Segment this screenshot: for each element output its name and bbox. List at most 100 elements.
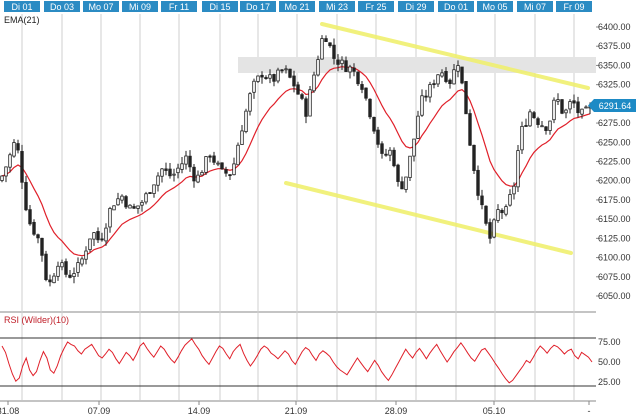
rsi-tick-label: 50.00 <box>598 357 621 367</box>
price-tick-label: 6375.00 <box>598 41 631 51</box>
candle-body <box>516 150 520 188</box>
candle-body <box>320 38 324 60</box>
date-label: Mi 23 <box>326 2 348 12</box>
date-chip <box>358 1 394 12</box>
candle-body <box>436 74 440 85</box>
candle-body <box>456 65 460 72</box>
candle-body <box>136 205 140 209</box>
candle-body <box>552 99 556 121</box>
date-label: Fr 11 <box>169 2 189 12</box>
price-tick-label: 6250.00 <box>598 137 631 147</box>
date-label: Mo 05 <box>482 2 507 12</box>
candle-body <box>208 155 212 158</box>
candle-body <box>248 93 252 112</box>
candle-body <box>304 98 308 117</box>
channel-line-upper <box>320 22 590 90</box>
candle-body <box>276 69 280 82</box>
candle-body <box>336 59 340 65</box>
candle-body <box>380 143 384 154</box>
candle-body <box>432 83 436 86</box>
candle-body <box>56 265 60 277</box>
candle-body <box>76 262 80 273</box>
candle-body <box>100 238 104 241</box>
candle-body <box>348 66 352 73</box>
date-label: Do 01 <box>444 2 468 12</box>
price-tick-label: 6200.00 <box>598 176 631 186</box>
candle-body <box>16 143 20 151</box>
candle-body <box>192 166 196 182</box>
candle-body <box>156 175 160 186</box>
candle-body <box>8 154 12 168</box>
price-tick-label: 6100.00 <box>598 253 631 263</box>
date-label: Mo 07 <box>88 2 113 12</box>
date-chip <box>319 1 355 12</box>
candle-body <box>496 209 500 221</box>
candle-body <box>376 129 380 145</box>
date-chip <box>44 1 80 12</box>
candle-body <box>444 70 448 82</box>
candle-body <box>196 174 200 183</box>
candle-body <box>528 111 532 127</box>
candle-body <box>96 231 100 241</box>
x-tick-label: 31.08 <box>0 406 19 416</box>
candle-body <box>272 74 276 82</box>
candle-body <box>128 204 132 209</box>
candle-body <box>576 101 580 114</box>
resistance-band <box>238 57 596 73</box>
rsi-line <box>1 338 593 384</box>
candle-body <box>120 195 124 201</box>
candle-body <box>24 182 28 211</box>
candle-body <box>364 87 368 99</box>
price-tick-label: 6275.00 <box>598 118 631 128</box>
candle-body <box>0 175 4 181</box>
x-tick-label: 05.10 <box>483 406 506 416</box>
candle-body <box>132 206 136 209</box>
candle-body <box>448 79 452 84</box>
date-label: Do 17 <box>246 2 270 12</box>
candle-body <box>476 169 480 196</box>
date-label: Di 15 <box>209 2 230 12</box>
candle-body <box>536 118 540 125</box>
candle-body <box>524 125 528 127</box>
candle-body <box>312 74 316 92</box>
price-tick-label: 6150.00 <box>598 214 631 224</box>
candle-body <box>228 174 232 177</box>
x-tick-label: - <box>588 406 591 416</box>
date-chip <box>438 1 474 12</box>
candle-body <box>468 113 472 146</box>
candle-body <box>292 75 296 87</box>
candle-body <box>424 95 428 98</box>
date-label: Do 03 <box>50 2 74 12</box>
rsi-tick-label: 75.00 <box>598 337 621 347</box>
candle-body <box>256 75 260 82</box>
candle-body <box>232 163 236 176</box>
candle-body <box>44 253 48 280</box>
candle-body <box>404 176 408 190</box>
last-price-tag <box>594 99 636 112</box>
candle-body <box>540 125 544 128</box>
date-chip <box>398 1 434 12</box>
candle-body <box>280 69 284 72</box>
candle-body <box>340 59 344 65</box>
candle-body <box>560 99 564 114</box>
rsi-label: RSI (Wilder)(10) <box>4 315 69 325</box>
candle-body <box>20 151 24 183</box>
ema-line <box>1 65 591 257</box>
candle-body <box>52 275 56 284</box>
candle-body <box>508 194 512 206</box>
candle-body <box>224 169 228 174</box>
candle-body <box>388 149 392 156</box>
candle-body <box>204 156 208 173</box>
candle-body <box>180 163 184 170</box>
date-label: Mo 21 <box>284 2 309 12</box>
candle-body <box>492 219 496 238</box>
candle-body <box>332 44 336 59</box>
channel-line-lower <box>284 181 573 255</box>
candle-body <box>260 74 264 78</box>
date-chip <box>477 1 513 12</box>
x-tick-label: 21.09 <box>285 406 308 416</box>
candle-body <box>384 153 388 156</box>
candle-body <box>32 221 36 235</box>
candle-body <box>296 84 300 95</box>
